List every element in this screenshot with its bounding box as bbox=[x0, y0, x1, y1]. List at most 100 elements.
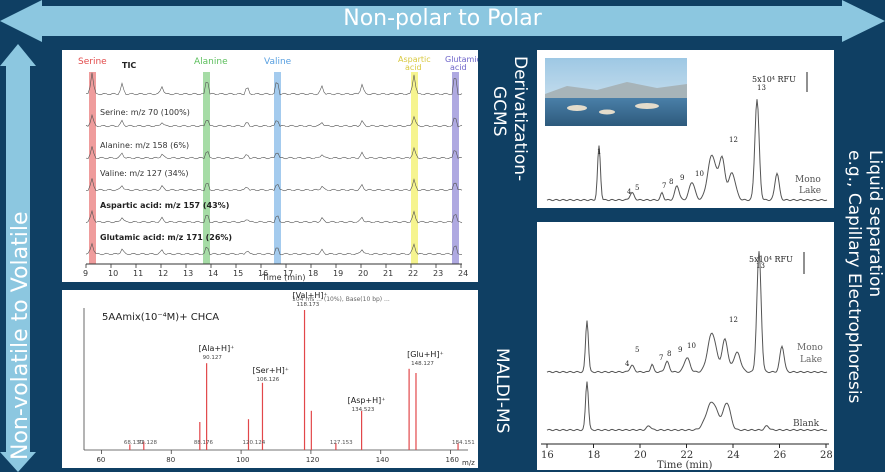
trace-label-aspartic: Aspartic acid: m/z 157 (43%) bbox=[100, 201, 229, 210]
ce-x-ticks: 16 18 20 22 24 26 28 bbox=[541, 444, 833, 461]
gcms-x-tick-label: 20 bbox=[358, 269, 368, 278]
ce-blank-label: Blank bbox=[793, 419, 820, 429]
ce-bottom-peak-label: 10 bbox=[687, 342, 696, 350]
ce-top-panel: 5x10⁴ RFU 13 12 10 9 8 7 5 4 1 Mono Lake bbox=[537, 50, 834, 208]
ce-bottom-peak-label: 4 bbox=[625, 360, 630, 368]
gcms-x-tick-label: 9 bbox=[83, 269, 88, 278]
photo-mountains bbox=[545, 82, 687, 100]
label-aspartic-2: acid bbox=[405, 63, 422, 72]
maldi-x-tick-label: 160 bbox=[446, 456, 459, 464]
maldi-x-tick-label: 120 bbox=[306, 456, 319, 464]
maldi-label: MALDI-MS bbox=[492, 348, 512, 434]
ce-top-line bbox=[546, 99, 828, 202]
ce-top-sample-2: Lake bbox=[799, 186, 821, 196]
label-tic: TIC bbox=[122, 61, 136, 70]
ce-x-tick-label: 24 bbox=[727, 450, 740, 461]
maldi-section-label: MALDI-MS bbox=[490, 348, 514, 458]
maldi-peak-label: [Ser+H]⁺ bbox=[252, 366, 288, 375]
ce-top-peak-label: 13 bbox=[757, 84, 766, 92]
maldi-title: 5AAmix(10⁻⁴M)+ CHCA bbox=[102, 312, 219, 323]
gcms-x-tick-label: 12 bbox=[158, 269, 168, 278]
ce-blank-line bbox=[546, 381, 828, 432]
photo-tufa-3 bbox=[635, 103, 659, 109]
valine-band bbox=[274, 72, 281, 264]
gcms-trace bbox=[85, 242, 462, 256]
maldi-minor-label: 184.151 bbox=[452, 440, 475, 446]
trace-label-valine: Valine: m/z 127 (34%) bbox=[100, 169, 189, 178]
vertical-double-arrow bbox=[0, 44, 36, 472]
ce-bottom-trace-mono: 13 12 10 987 54 bbox=[546, 251, 828, 374]
maldi-x-tick-label: 80 bbox=[166, 456, 175, 464]
ce-top-peak-label: 5 bbox=[635, 184, 639, 192]
serine-band bbox=[89, 72, 96, 264]
label-alanine: Alanine bbox=[194, 57, 228, 67]
maldi-x-tick-label: 140 bbox=[376, 456, 389, 464]
ce-x-tick-label: 22 bbox=[681, 450, 694, 461]
gcms-x-ticks: 9 10 11 12 13 14 15 16 17 18 19 20 21 22 23 24 bbox=[83, 264, 468, 278]
label-glutamic: Glutamic bbox=[445, 55, 478, 64]
gcms-x-tick-label: 18 bbox=[308, 269, 318, 278]
gcms-x-tick-label: 23 bbox=[433, 269, 443, 278]
trace-label-alanine: Alanine: m/z 158 (6%) bbox=[100, 141, 189, 150]
gcms-x-tick-label: 19 bbox=[333, 269, 343, 278]
label-valine: Valine bbox=[264, 57, 292, 67]
gcms-trace bbox=[85, 178, 463, 192]
maldi-minor-label: 88.176 bbox=[194, 440, 214, 446]
ce-x-tick-label: 26 bbox=[774, 450, 787, 461]
trace-label-serine: Serine: m/z 70 (100%) bbox=[100, 108, 190, 117]
maldi-x-ticks: 60 80 100 120 140 160 bbox=[96, 450, 459, 464]
maldi-x-tick-label: 60 bbox=[96, 456, 105, 464]
ce-bottom-peak-label: 7 bbox=[659, 354, 663, 362]
gcms-x-tick-label: 13 bbox=[183, 269, 193, 278]
photo-tufa-2 bbox=[599, 109, 615, 115]
maldi-peak-label: [Glu+H]⁺ bbox=[407, 350, 444, 359]
maldi-xlabel: m/z bbox=[462, 459, 475, 467]
gcms-trace bbox=[85, 72, 463, 96]
ce-top-peak-label: 8 bbox=[669, 178, 673, 186]
ce-bottom-peak-label: 5 bbox=[635, 346, 639, 354]
gcms-x-tick-label: 21 bbox=[383, 269, 393, 278]
ce-top-scale: 5x10⁴ RFU bbox=[752, 75, 796, 84]
lake-photo bbox=[545, 58, 687, 126]
gcms-trace bbox=[85, 209, 463, 224]
gcms-label-line1: Derivatization- bbox=[510, 56, 530, 182]
maldi-peak-label: [Asp+H]⁺ bbox=[348, 396, 386, 405]
maldi-minor-label: 127.153 bbox=[330, 440, 353, 446]
label-aspartic: Aspartic bbox=[398, 55, 431, 64]
ce-top-peak-label: 12 bbox=[729, 136, 738, 144]
maldi-peak-mz: 134.523 bbox=[352, 407, 375, 413]
ce-top-trace: 13 12 10 987 54 1 bbox=[546, 84, 828, 202]
maldi-peak-mz: 118.173 bbox=[297, 302, 320, 308]
maldi-spectrum-panel: 104 ms ... (10%), Base(10 bp) ... 5AAmix… bbox=[62, 290, 478, 468]
top-arrow-label: Non-polar to Polar bbox=[343, 6, 542, 31]
ce-top-peak-label: 9 bbox=[680, 174, 684, 182]
maldi-header-note: 104 ms ... (10%), Base(10 bp) ... bbox=[292, 296, 390, 303]
gcms-x-tick-label: 22 bbox=[408, 269, 418, 278]
v-arrow-shaft bbox=[6, 66, 30, 452]
maldi-peak-mz: 148.127 bbox=[411, 361, 434, 367]
gcms-traces bbox=[85, 72, 463, 256]
ce-mono-line bbox=[546, 251, 828, 374]
ce-bottom-sample-1: Mono bbox=[797, 343, 823, 353]
arrow-head-right bbox=[842, 0, 885, 42]
ce-top-sample-1: Mono bbox=[795, 175, 821, 185]
aspartic-band bbox=[411, 72, 418, 264]
ce-top-peak-label: 10 bbox=[695, 170, 704, 178]
v-arrow-head-bottom bbox=[0, 452, 36, 472]
gcms-section-label: Derivatization- GCMS bbox=[486, 56, 530, 196]
ce-label-line1: Liquid separation bbox=[865, 150, 885, 298]
ce-bottom-peak-label: 8 bbox=[667, 350, 671, 358]
trace-label-glutamic: Glutamic acid: m/z 171 (26%) bbox=[100, 233, 232, 242]
label-glutamic-2: acid bbox=[450, 63, 467, 72]
gcms-x-tick-label: 15 bbox=[233, 269, 243, 278]
gcms-xlabel: Time (min) bbox=[261, 273, 305, 282]
ce-bottom-sample-2: Lake bbox=[800, 355, 822, 365]
gcms-trace bbox=[85, 146, 463, 160]
ce-top-peak-label: 7 bbox=[662, 182, 666, 190]
maldi-peak-mz: 90.127 bbox=[203, 355, 223, 361]
arrow-head-left bbox=[0, 0, 42, 42]
maldi-peak-label: [Ala+H]⁺ bbox=[199, 344, 235, 353]
gcms-label-line2: GCMS bbox=[489, 86, 509, 137]
maldi-minor-label: 68.130 bbox=[124, 440, 144, 446]
